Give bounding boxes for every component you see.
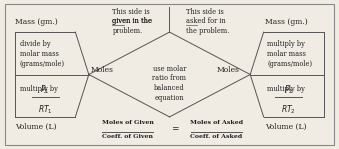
FancyBboxPatch shape (5, 4, 334, 145)
Text: problem.: problem. (112, 27, 143, 35)
Text: $\mathit{RT}_1$: $\mathit{RT}_1$ (38, 103, 53, 115)
Text: Volume (L): Volume (L) (265, 123, 307, 131)
Text: divide by
molar mass
(grams/mole): divide by molar mass (grams/mole) (20, 40, 65, 68)
Text: This side is: This side is (186, 8, 224, 16)
Text: asked for in: asked for in (186, 17, 226, 25)
Text: multiply by
molar mass
(grams/mole): multiply by molar mass (grams/mole) (267, 40, 312, 68)
Text: $\mathit{RT}_2$: $\mathit{RT}_2$ (281, 103, 296, 115)
Text: $\mathit{P}_1$: $\mathit{P}_1$ (40, 83, 50, 96)
Text: given in the: given in the (112, 17, 152, 25)
Text: multiply by: multiply by (20, 85, 58, 93)
Text: Volume (L): Volume (L) (15, 123, 56, 131)
Text: use molar
ratio from
balanced
equation: use molar ratio from balanced equation (153, 65, 186, 102)
Text: the problem.: the problem. (186, 27, 230, 35)
Text: Coeff. of Given: Coeff. of Given (102, 134, 153, 139)
Text: Moles of Asked: Moles of Asked (190, 120, 243, 125)
Text: Moles: Moles (217, 66, 240, 74)
Text: Mass (gm.): Mass (gm.) (15, 18, 58, 26)
Text: Moles: Moles (91, 66, 114, 74)
Text: Coeff. of Asked: Coeff. of Asked (191, 134, 243, 139)
Text: Mass (gm.): Mass (gm.) (265, 18, 308, 26)
Text: Moles of Given: Moles of Given (102, 120, 154, 125)
Text: This side is: This side is (112, 8, 150, 16)
Text: =: = (171, 126, 178, 135)
Text: multiply by: multiply by (267, 85, 305, 93)
Text: given in the: given in the (112, 17, 152, 25)
Text: $\mathit{P}_2$: $\mathit{P}_2$ (284, 83, 294, 96)
